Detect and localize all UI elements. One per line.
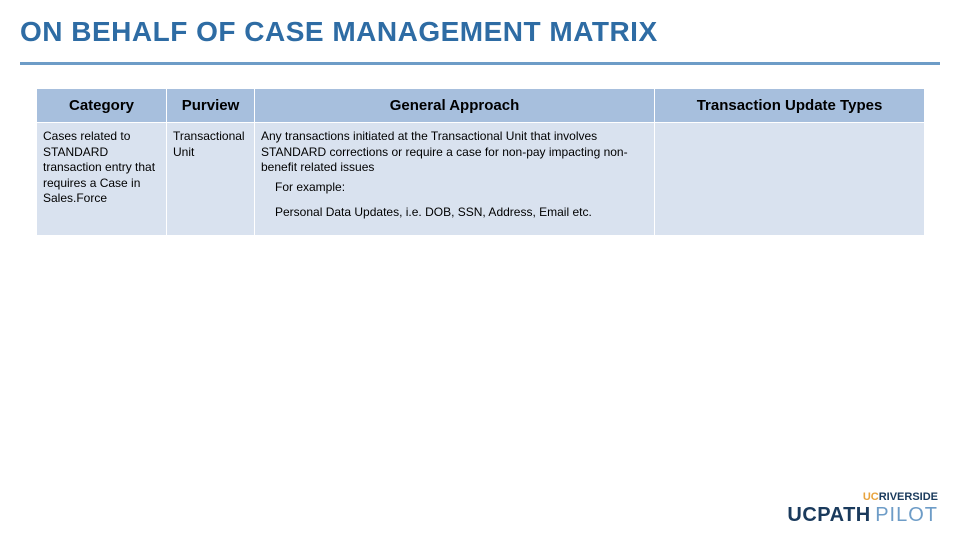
col-header-category: Category <box>37 89 167 123</box>
table-header-row: Category Purview General Approach Transa… <box>37 89 925 123</box>
logo-uc: UC <box>863 491 879 503</box>
cell-category: Cases related to STANDARD transaction en… <box>37 123 167 236</box>
title-underline <box>20 62 940 65</box>
logo-ucpath: UCPATH <box>787 504 870 526</box>
col-header-update-types: Transaction Update Types <box>655 89 925 123</box>
cell-purview: Transactional Unit <box>167 123 255 236</box>
logo-riverside: RIVERSIDE <box>879 491 938 503</box>
ga-main-text: Any transactions initiated at the Transa… <box>261 129 648 176</box>
col-header-general-approach: General Approach <box>255 89 655 123</box>
page-title: ON BEHALF OF CASE MANAGEMENT MATRIX <box>20 16 658 48</box>
cell-update-types <box>655 123 925 236</box>
logo-pilot: PILOT <box>875 504 938 526</box>
col-header-purview: Purview <box>167 89 255 123</box>
ga-example-text: Personal Data Updates, i.e. DOB, SSN, Ad… <box>261 205 648 221</box>
logo-line-2: UCPATH PILOT <box>787 505 938 526</box>
logo-line-1: UCRIVERSIDE <box>787 488 938 505</box>
footer-logo: UCRIVERSIDE UCPATH PILOT <box>787 488 938 526</box>
management-matrix-table: Category Purview General Approach Transa… <box>36 88 925 236</box>
ga-example-label: For example: <box>261 180 648 196</box>
cell-general-approach: Any transactions initiated at the Transa… <box>255 123 655 236</box>
table-row: Cases related to STANDARD transaction en… <box>37 123 925 236</box>
